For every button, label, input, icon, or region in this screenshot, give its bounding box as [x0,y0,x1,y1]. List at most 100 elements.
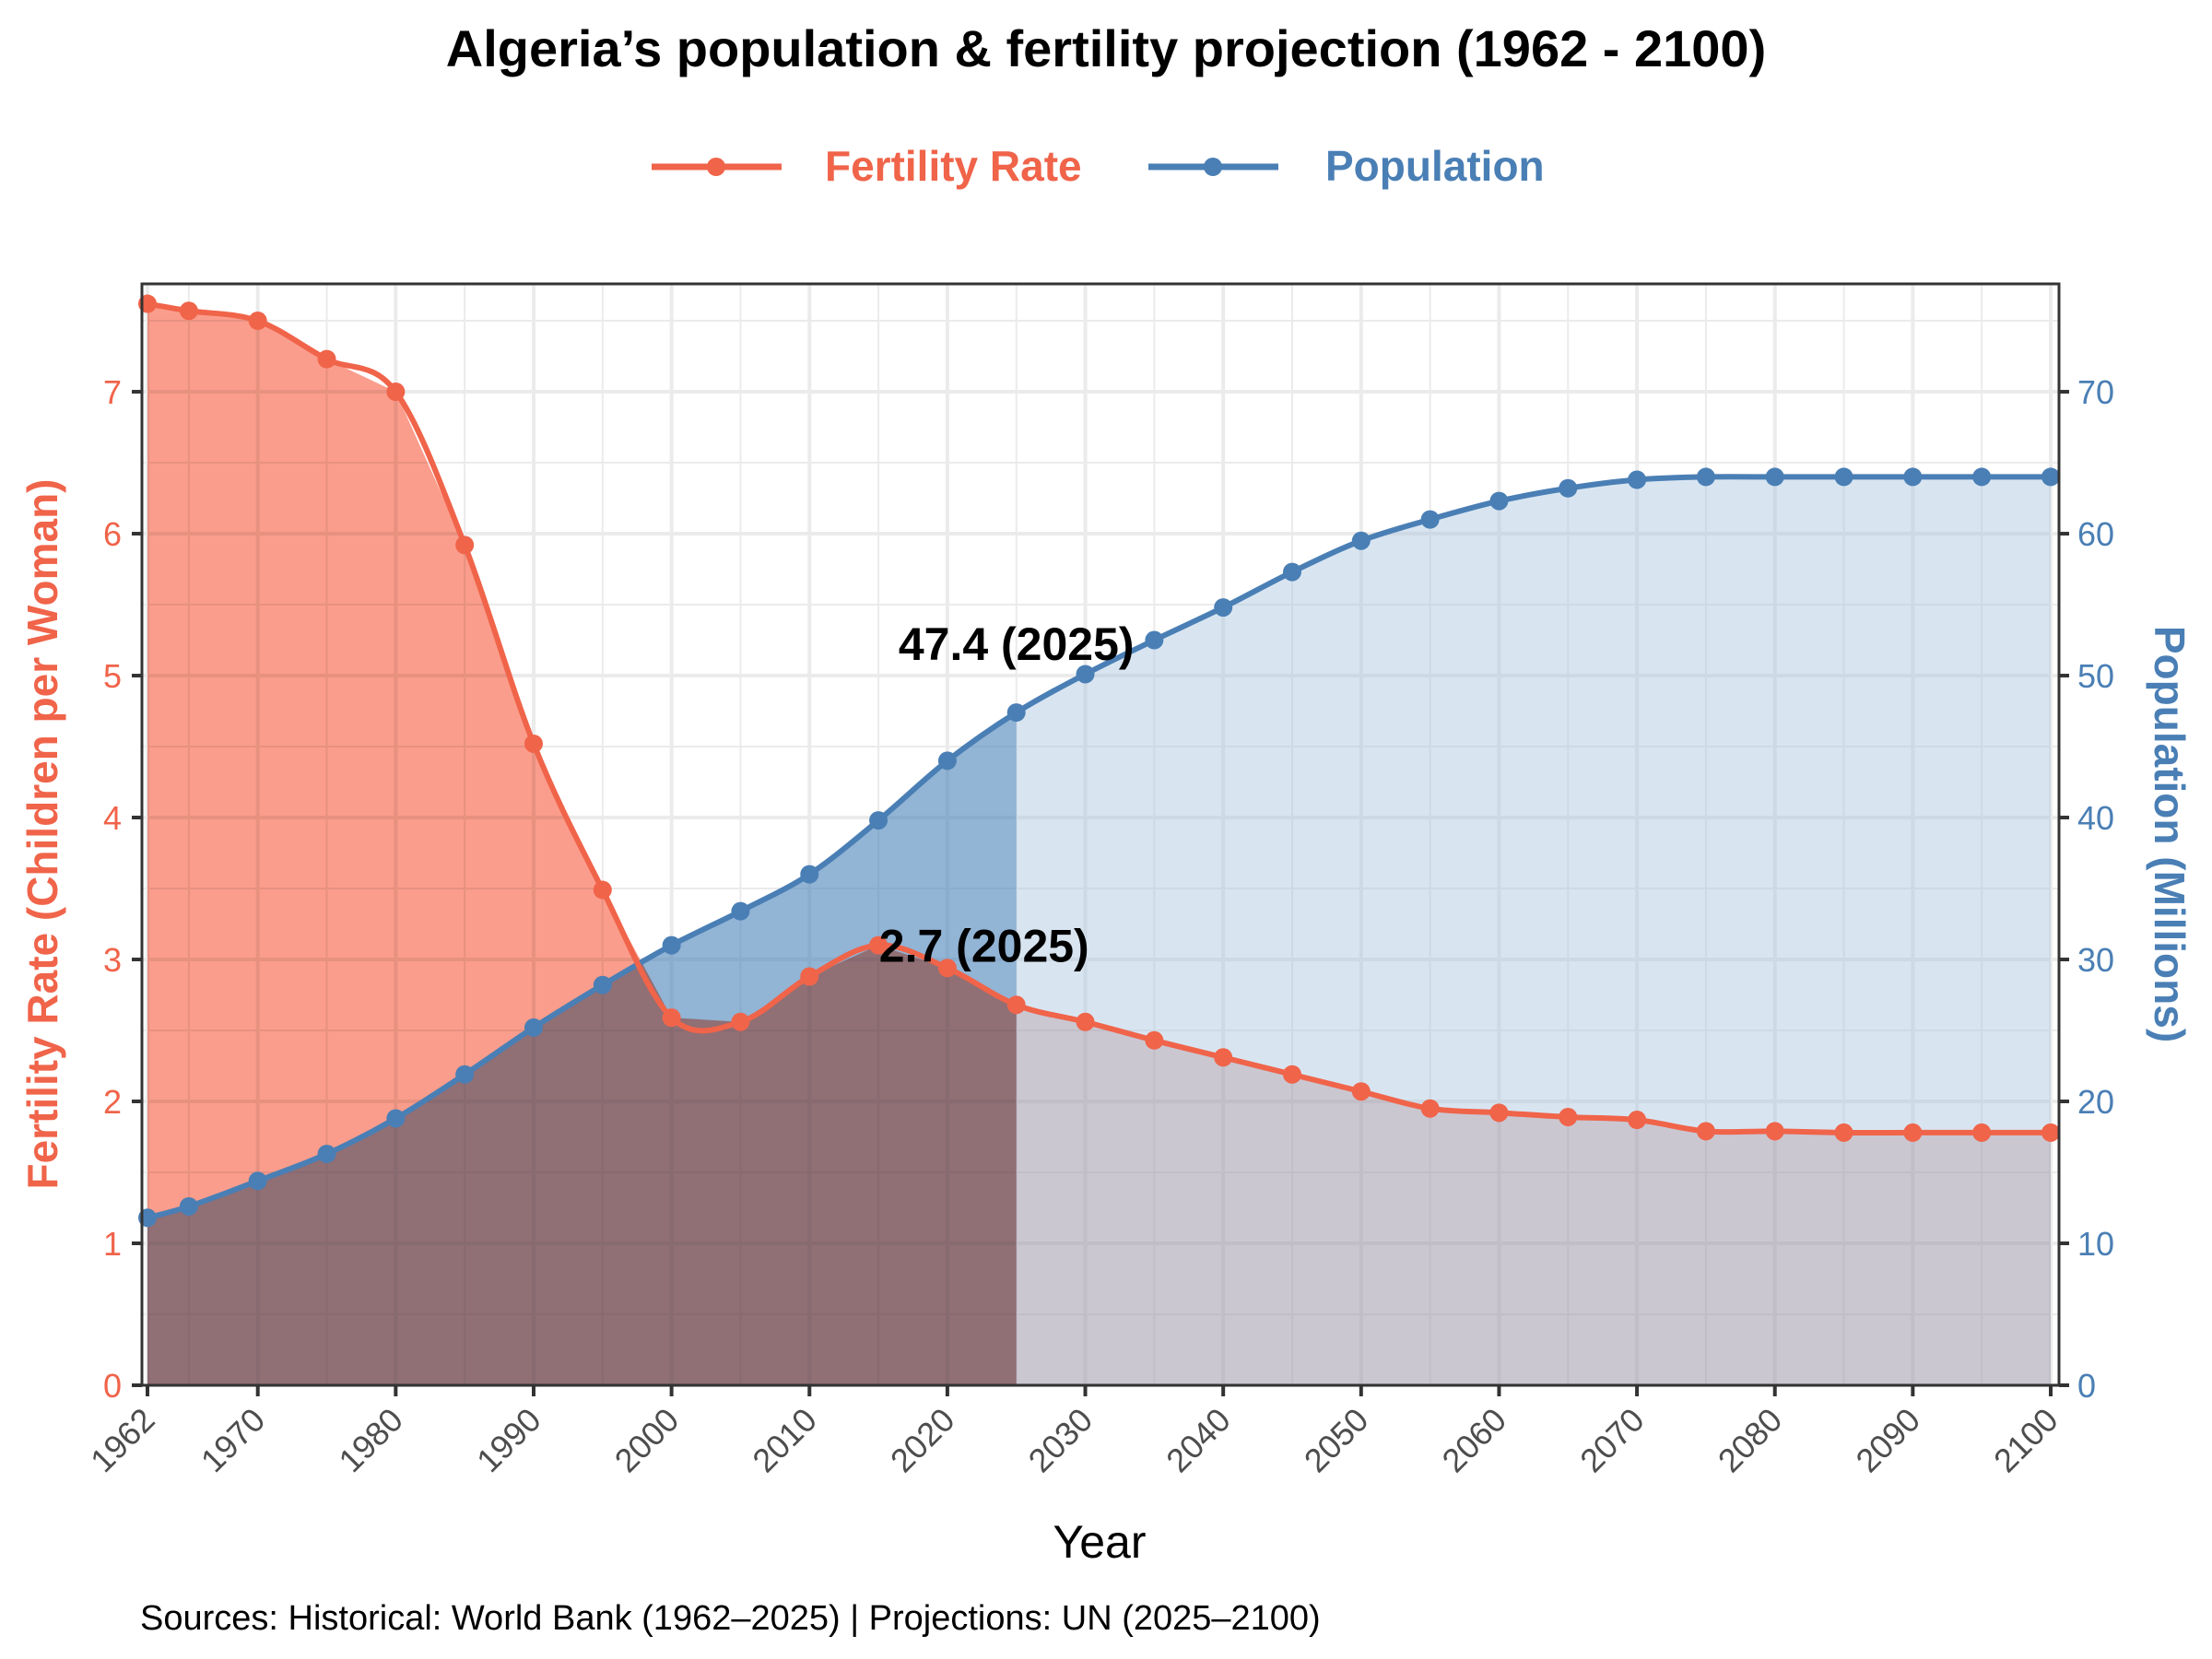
point-population [1972,467,1992,487]
tick-label-x: 2080 [1711,1401,1790,1480]
point-population [1765,467,1784,487]
point-population [1214,598,1233,618]
point-population [800,865,819,884]
point-population [2041,467,2060,487]
point-population [248,1171,267,1191]
point-population [1282,562,1301,582]
point-population [731,901,750,921]
legend: Fertility Rate Population [652,142,1545,190]
point-fertility [1282,1065,1301,1084]
tick-label-x: 2020 [883,1401,962,1480]
area-fertility-projection [1016,1005,2051,1385]
point-fertility [937,959,957,978]
x-axis-title: Year [1053,1516,1146,1568]
right-axis-ticks: 0 10 20 30 40 50 60 70 [2059,373,2114,1405]
legend-label-fertility: Fertility Rate [825,142,1082,190]
point-population [1696,467,1715,487]
point-fertility [1559,1107,1578,1126]
tick-label-x: 2060 [1434,1401,1513,1480]
tick-label-x: 1970 [194,1401,273,1480]
tick-label-right: 30 [2077,941,2114,979]
left-axis-ticks: 0 1 2 3 4 5 6 7 [103,373,142,1405]
y-axis-title-left: Fertility Rate (Children per Woman) [18,478,66,1189]
tick-label-left: 6 [103,515,122,553]
point-population [869,811,888,830]
point-fertility [524,734,543,753]
point-fertility [1765,1122,1784,1141]
series-points [138,294,2060,1228]
point-population [1903,467,1923,487]
chart-title: Algeria’s population & fertility project… [446,19,1766,77]
tick-label-x: 2030 [1021,1401,1100,1480]
point-population [386,1109,406,1128]
tick-label-x: 2070 [1572,1401,1652,1480]
tick-label-left: 0 [103,1367,122,1405]
point-population [662,935,681,955]
y-axis-title-right: Population (Millions) [2146,626,2194,1042]
point-fertility [455,535,475,555]
point-population [1006,703,1026,723]
point-population [317,1144,336,1163]
x-axis-ticks: 1962 1970 1980 1990 2000 2010 2020 2030 2040 2050… [83,1385,2065,1479]
tick-label-left: 2 [103,1083,122,1121]
point-fertility [869,935,888,955]
point-population [1489,491,1509,511]
point-fertility [1420,1099,1440,1118]
point-fertility [1006,995,1026,1015]
tick-label-right: 60 [2077,515,2114,553]
point-fertility [2041,1123,2060,1142]
tick-label-right: 0 [2077,1367,2096,1405]
point-population [1420,510,1440,529]
tick-label-right: 20 [2077,1083,2114,1121]
tick-label-left: 5 [103,657,122,695]
tick-label-right: 70 [2077,373,2114,411]
tick-label-x: 2040 [1159,1401,1238,1480]
point-population [1559,478,1578,498]
tick-label-left: 7 [103,373,122,411]
point-fertility [731,1012,750,1031]
area-fertility-historical [147,303,1017,1385]
point-population [455,1065,475,1084]
tick-label-left: 1 [103,1225,122,1263]
point-fertility [1076,1012,1095,1031]
tick-label-right: 10 [2077,1225,2114,1263]
point-fertility [1972,1123,1992,1142]
point-fertility [1903,1123,1923,1142]
plot-panel-border [140,282,2061,1387]
point-fertility [386,382,406,402]
point-fertility [317,349,336,369]
point-population [1351,531,1371,550]
tick-label-right: 50 [2077,657,2114,695]
tick-label-right: 40 [2077,799,2114,837]
tick-label-left: 3 [103,941,122,979]
legend-marker-fertility [707,158,725,176]
tick-label-x: 2000 [607,1401,687,1480]
point-fertility [593,880,612,900]
tick-label-x: 2010 [745,1401,824,1480]
tick-label-x: 1980 [331,1401,410,1480]
point-fertility [800,967,819,986]
point-fertility [248,312,267,331]
tick-label-x: 1962 [83,1401,162,1480]
annotation-population: 47.4 (2025) [899,618,1135,670]
legend-item-fertility: Fertility Rate [652,142,1082,190]
point-fertility [1834,1123,1853,1142]
point-fertility [1489,1103,1509,1123]
point-population [524,1018,543,1037]
point-fertility [1351,1082,1371,1101]
point-population [1076,665,1095,684]
point-fertility [1628,1111,1647,1130]
point-population [179,1196,198,1216]
legend-marker-population [1204,158,1222,176]
point-fertility [179,301,198,321]
tick-label-left: 4 [103,799,122,837]
tick-label-x: 2100 [1986,1401,2065,1480]
point-population [937,751,957,771]
caption: Sources: Historical: World Bank (1962–20… [140,1599,1321,1638]
legend-item-population: Population [1148,142,1545,190]
legend-label-population: Population [1325,142,1545,190]
tick-label-x: 1990 [469,1401,548,1480]
point-population [593,975,612,994]
tick-label-x: 2090 [1848,1401,1927,1480]
